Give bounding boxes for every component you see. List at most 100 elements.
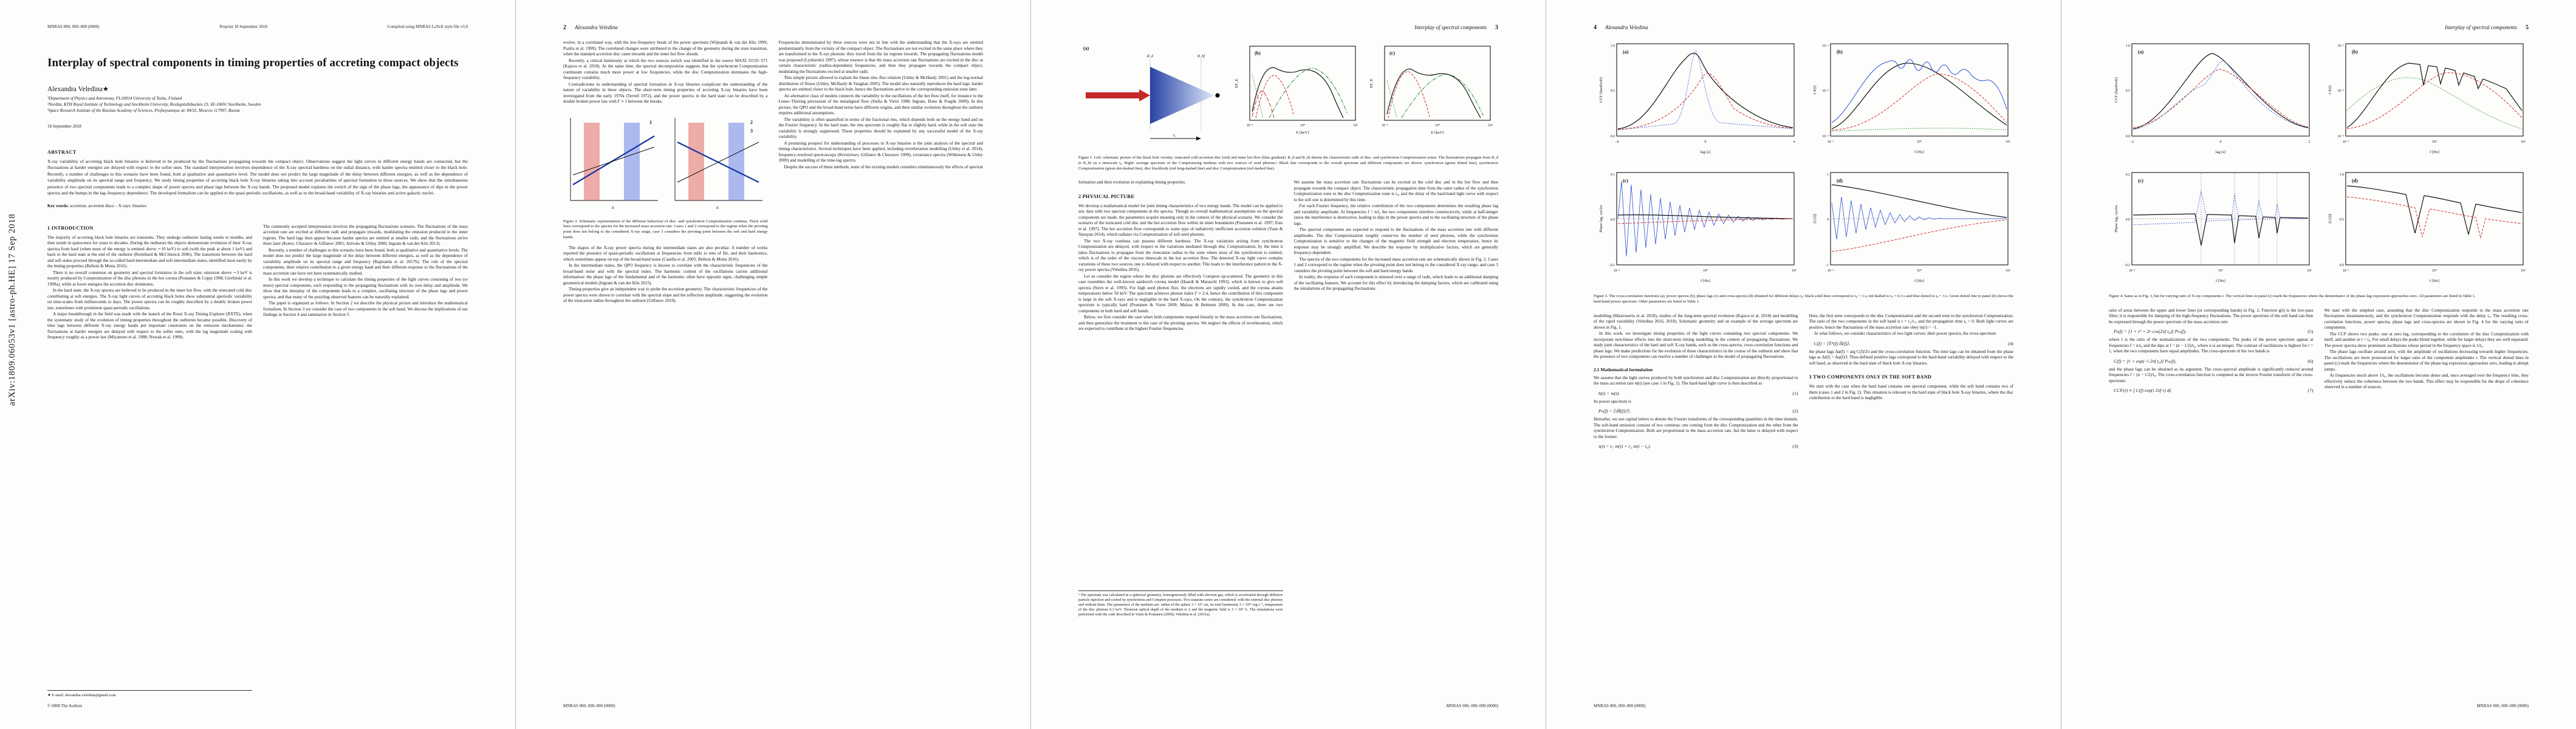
panel-letter: (a) [1083, 46, 1089, 51]
section-3-heading: 3 TWO COMPONENTS ONLY IN THE SOFT BAND [1809, 374, 1932, 380]
rd-label: R_d [1146, 54, 1154, 58]
page5-columns: ratio of areas between the upper and low… [2109, 308, 2529, 397]
power-blue-curve [1831, 59, 2007, 123]
equation-number: (3) [1792, 443, 1798, 450]
panel-letter: (b) [1837, 49, 1843, 55]
body-paragraph: In what follows, we consider characteris… [1814, 331, 1996, 337]
disc-arrowhead [1139, 89, 1150, 101]
tick-label: 10² [2006, 269, 2010, 273]
fig1-spectrum-panel-c: (c) E [keV] EF_E 10⁻³ 10⁰ 10³ [1369, 46, 1493, 135]
hard-band-power-curve [1831, 128, 2007, 132]
running-header: 2 Alexandra Veledina [563, 24, 983, 31]
body-paragraph: We develop a mathematical model for join… [1078, 203, 1283, 238]
tick-label: 0 [1705, 140, 1707, 144]
tick-label: −0.2 [2123, 264, 2130, 267]
tick-label: 1.0 [2126, 44, 2130, 48]
fig1-spectrum-panel-b: (b) E [keV] EF_E 10⁻³ 10⁰ 10³ [1235, 46, 1358, 135]
running-header: 4 Alexandra Veledina [1594, 24, 2013, 31]
body-paragraph: A major breakthrough in the field was ma… [47, 312, 252, 340]
tick-label: 10² [2521, 269, 2526, 273]
tick-label: 10⁰ [1435, 123, 1440, 128]
total-spectrum-curve [1252, 67, 1344, 118]
y-axis-label: f·P(f) [2328, 86, 2332, 95]
fig4-panel-b: (b) f [Hz] f·P(f) 10⁻² 10⁰ 10² 10⁻³ 10⁻²… [2328, 43, 2526, 154]
body-paragraph: formation and their evolution in explain… [1078, 180, 1186, 185]
equation-body: s(t) = ε₁ m(t) + ε₂ m(t − t₀). [1598, 443, 1651, 450]
equation-4: C(f) = ⟨S̃*(f) H̃(f)⟩, (4) [1814, 341, 2014, 346]
y-axis-label: EF_E [1235, 78, 1239, 87]
tick-label: 10⁻² [1822, 89, 1829, 93]
body-paragraph: modelling (Mastroserio et al. 2018), stu… [1594, 313, 1798, 330]
affiliation-1: ¹Department of Physics and Astronomy, FI… [47, 96, 182, 101]
fig2-case-1-panel: 1 E [570, 117, 658, 210]
tick-label: 0.2 [2126, 173, 2130, 177]
axes [570, 117, 658, 200]
x-axis-label: lag [s] [1701, 150, 1711, 154]
body-paragraph: In reality, the response of each compone… [1293, 275, 1499, 292]
x-axis-label: E [keV] [1431, 131, 1444, 135]
page-4: 4 Alexandra Veledina (a) lag [s] CCF (ha… [1546, 0, 2061, 729]
copyright-line: © 0000 The Authors [47, 703, 83, 708]
preprint-date: Preprint 18 September 2018 [219, 24, 267, 29]
tick-label: −1 [1825, 264, 1829, 267]
body-paragraph: At frequencies much above 1/t₀, the osci… [2324, 373, 2529, 390]
figure-1: (a) R_d R_hf t₀ (b) [1078, 39, 1498, 171]
hard-band-stripe [624, 122, 640, 200]
tick-label: 10⁻² [1828, 269, 1834, 273]
cross-amplitude-black-curve [2346, 185, 2523, 235]
body-paragraph: A promising prospect for understanding o… [778, 140, 984, 163]
keywords-text: accretion, accretion discs – X-rays: bin… [70, 203, 146, 208]
affiliations: ¹Department of Physics and Astronomy, FI… [47, 96, 468, 114]
tick-label: 10⁻³ [1382, 124, 1388, 128]
power-red-curve [1831, 74, 2007, 131]
tick-label: 10⁻² [1828, 140, 1834, 144]
tick-label: 10⁰ [1917, 269, 1922, 273]
figure-3: (a) lag [s] CCF (hard/soft) −4 0 4 0.0 0… [1594, 38, 2013, 305]
fig4-panel-c: (c) f [Hz] Phase lag, cycles 10⁻² 10⁰ 10… [2114, 172, 2312, 283]
hard-band-stripe [728, 122, 744, 200]
phase-lag-red-curve [1617, 218, 1793, 224]
cross-amplitude-red-curve [2346, 196, 2523, 239]
journal-reference: MNRAS 000, 000–000 (0000) [47, 24, 100, 29]
cross-spectrum-oscillation-curve [1831, 196, 2007, 240]
phase-lag-black-curve [1617, 214, 1793, 219]
body-paragraph: Timing properties give an independent wa… [563, 287, 768, 304]
figure-1-graphics: (a) R_d R_hf t₀ (b) [1083, 46, 1493, 141]
tick-label: 10⁻³ [1247, 124, 1253, 128]
x-axis-label: f [Hz] [1914, 279, 1924, 283]
tick-label: 1 [1827, 173, 1829, 177]
disc-comptonization-curve [1388, 71, 1430, 118]
tick-label: 0.5 [1611, 89, 1615, 93]
body-paragraph: evolve, in a correlated way, with the lo… [563, 40, 768, 56]
body-paragraph: Recently, a critical luminosity at which… [563, 58, 768, 81]
case-number: 3 [750, 128, 753, 134]
ccf-red-curve [2132, 69, 2309, 128]
panel-letter: (c) [1389, 50, 1395, 56]
body-paragraph: The phase lags oscillate around zero, wi… [2324, 349, 2529, 372]
tick-label: 10² [2307, 269, 2312, 273]
page1-left-column: 1 INTRODUCTION The majority of accreting… [47, 224, 252, 341]
body-paragraph: the phase lags Δφ(f) = arg C(f)/2π and t… [1809, 349, 2014, 366]
equation-number: (6) [2307, 358, 2314, 364]
figure-4-graphics: (a) lag [s] CCF (hard/soft) −2 0 2 0.0 0… [2114, 43, 2526, 283]
tick-label: 10⁻² [1614, 269, 1620, 273]
tick-label: 10⁻³ [2337, 135, 2344, 139]
body-paragraph: This simple picture allowed to explain t… [778, 75, 984, 92]
y-axis-label: Phase lag, cycles [2114, 205, 2119, 232]
equation-1: h(t) = m(t). (1) [1598, 391, 1798, 396]
ccf-black-curve [1617, 53, 1793, 129]
fig1-schematic: (a) R_d R_hf t₀ [1083, 46, 1220, 141]
running-header: Interplay of spectral components 3 [1078, 24, 1498, 31]
plot-frame [1616, 172, 1795, 265]
equation-body: C(f) = ⟨S̃*(f) H̃(f)⟩, [1814, 340, 1851, 346]
tick-label: 0.0 [2126, 135, 2130, 139]
tick-label: 1.0 [1611, 44, 1615, 48]
tick-label: 10³ [1488, 124, 1493, 128]
black-hole-dot [1215, 93, 1220, 98]
x-axis-label: f [Hz] [2430, 150, 2439, 154]
body-paragraph: An alternative class of models connects … [778, 93, 984, 116]
ccf-blue-curve [2132, 60, 2309, 130]
page-number: 5 [2526, 24, 2529, 31]
panel-letter: (b) [1255, 50, 1261, 56]
